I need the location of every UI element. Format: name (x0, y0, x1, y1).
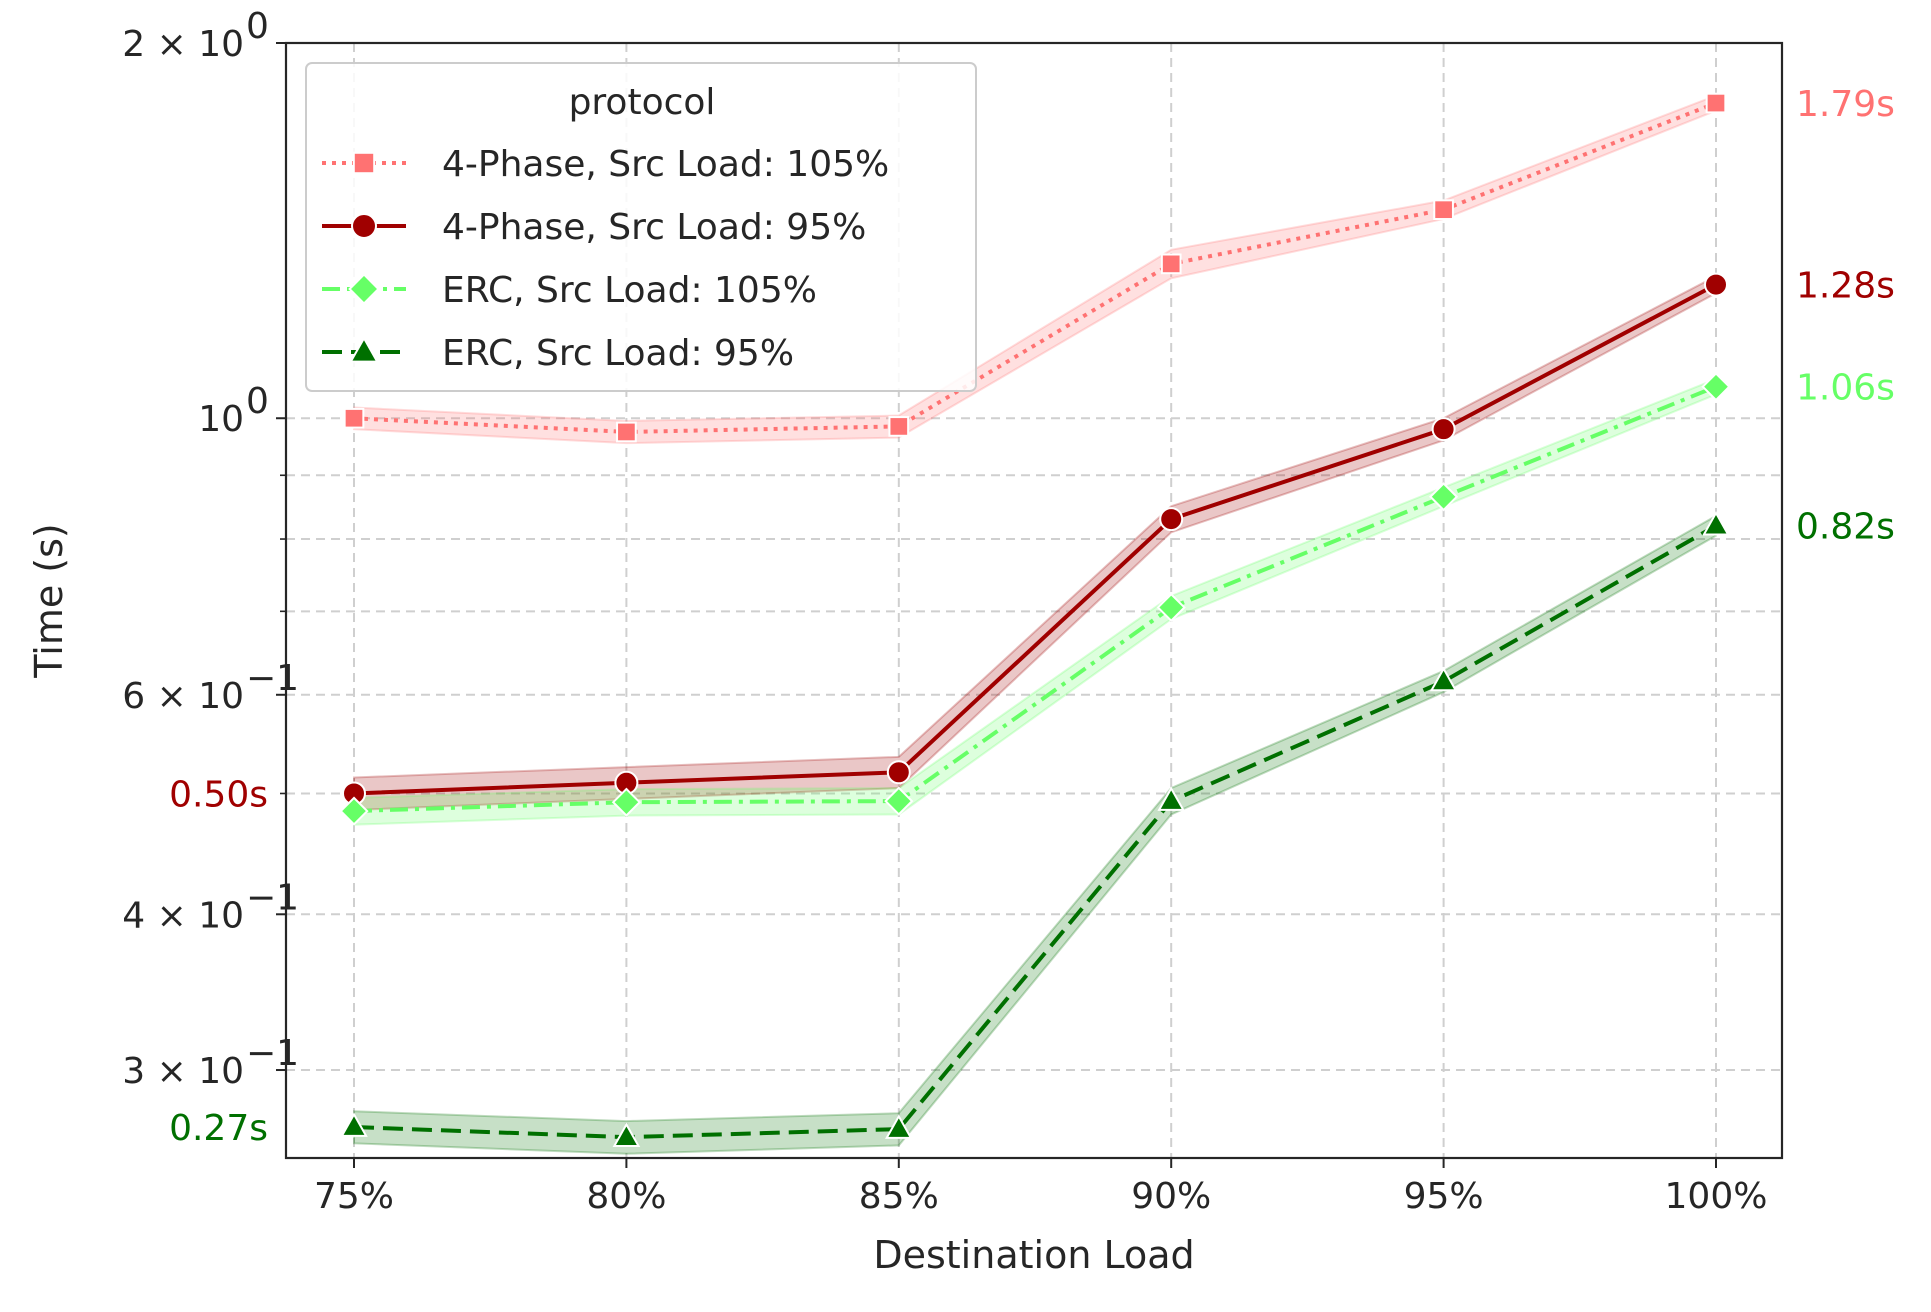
legend-marker-3 (349, 336, 379, 363)
legend-label-2: ERC, Src Load: 105% (442, 270, 817, 311)
band-3 (353, 514, 1717, 1155)
y-tick-label: 2 × 10 (122, 24, 244, 65)
data-point-2-5 (1701, 372, 1731, 402)
data-point-1-2 (886, 760, 911, 785)
series-line-2 (353, 384, 1717, 814)
x-tick-label: 75% (314, 1176, 394, 1217)
legend-marker-1 (351, 213, 377, 239)
legend-label-0: 4-Phase, Src Load: 105% (442, 144, 889, 185)
legend-label-3: ERC, Src Load: 95% (442, 333, 794, 374)
y-tick-label: 10 (198, 399, 244, 440)
data-point-0-3 (1160, 253, 1182, 275)
data-point-0-2 (888, 416, 910, 437)
series-lines (353, 101, 1717, 1140)
x-axis-label: Destination Load (873, 1233, 1194, 1277)
y-tick-label: 3 × 10 (122, 1051, 244, 1092)
legend-label-1: 4-Phase, Src Load: 95% (442, 207, 866, 248)
data-point-0-5 (1705, 92, 1727, 114)
annotation-label-4: 0.50s (169, 774, 268, 815)
annotation-label-1: 1.28s (1796, 266, 1895, 307)
annotation-label-0: 1.79s (1796, 84, 1895, 125)
annotation-label-2: 1.06s (1796, 368, 1895, 409)
annotation-label-5: 0.27s (169, 1108, 268, 1149)
legend: protocol 4-Phase, Src Load: 105% 4-Phase,… (305, 62, 977, 392)
legend-marker-0 (352, 151, 376, 175)
data-point-3-1 (612, 1122, 641, 1147)
series-markers (339, 92, 1731, 1147)
data-point-3-5 (1702, 510, 1730, 536)
data-point-3-2 (884, 1114, 913, 1139)
x-tick-label: 80% (586, 1176, 666, 1217)
y-tick-exponent: −1 (246, 1033, 299, 1074)
x-tick-label: 90% (1131, 1176, 1211, 1217)
y-axis-label: Time (s) (27, 523, 71, 679)
x-tick-label: 100% (1665, 1176, 1768, 1217)
series-line-1 (353, 282, 1717, 796)
data-point-3-0 (340, 1112, 368, 1137)
data-point-2-2 (884, 786, 914, 816)
data-point-0-4 (1433, 199, 1454, 221)
data-point-3-3 (1157, 786, 1186, 811)
y-tick-exponent: −1 (246, 658, 299, 699)
legend-box (305, 62, 977, 392)
x-axis-ticks: 75% 80% 85% 90% 95% 100% (314, 1158, 1767, 1217)
y-axis-ticks: 2 × 10 010 06 × 10 −14 × 10 −13 × 10 −1 (122, 6, 299, 1092)
legend-title: protocol (569, 82, 716, 123)
data-point-3-4 (1429, 666, 1458, 692)
plot-frame (284, 41, 1784, 1160)
y-tick-label: 6 × 10 (122, 676, 244, 717)
y-tick-label: 4 × 10 (122, 895, 244, 936)
data-point-0-0 (343, 407, 365, 429)
y-tick-exponent: 0 (246, 6, 269, 47)
x-tick-label: 85% (859, 1176, 939, 1217)
data-point-1-5 (1704, 272, 1728, 297)
value-annotations: 1.79s 1.28s 1.06s 0.82s 0.50s 0.27s (169, 84, 1895, 1149)
data-point-2-4 (1428, 482, 1459, 512)
x-tick-label: 95% (1404, 1176, 1484, 1217)
data-point-2-0 (339, 796, 369, 826)
series-line-3 (353, 523, 1717, 1140)
annotation-label-3: 0.82s (1796, 507, 1895, 548)
series-line-0 (353, 101, 1717, 434)
y-tick-exponent: −1 (246, 877, 299, 918)
data-point-1-3 (1159, 507, 1184, 532)
data-point-2-3 (1156, 592, 1186, 623)
legend-marker-2 (348, 273, 380, 305)
data-point-2-1 (611, 787, 642, 817)
band-2 (353, 377, 1717, 826)
data-point-1-4 (1431, 417, 1456, 442)
y-tick-exponent: 0 (246, 381, 269, 422)
data-point-0-1 (616, 421, 637, 443)
